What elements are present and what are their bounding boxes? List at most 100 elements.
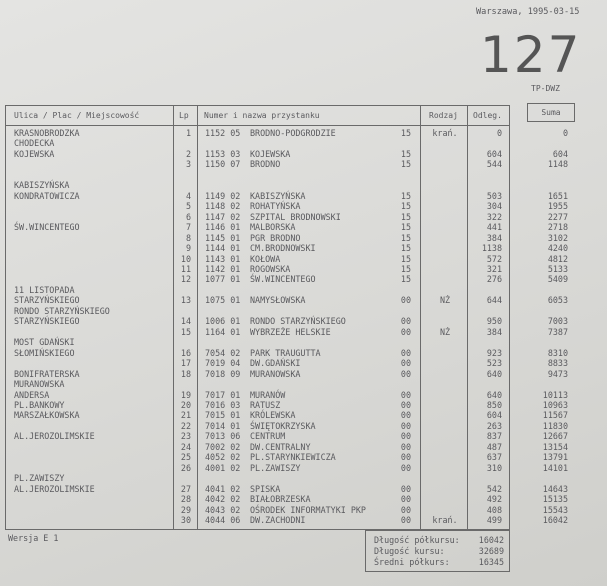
cell-name: PL.STARYNKIEWICZA [250,452,336,463]
cell-zone: 15 [400,159,411,170]
cell-lp: 9 [185,243,191,254]
cell-sum: 4240 [547,243,568,254]
cell-name: MURANÓW [250,389,286,400]
cell-sum: 2277 [547,211,568,222]
cell-zone: 00 [400,326,411,337]
cell-lp: 8 [185,232,191,243]
table-row: 11 1142 01 ROGOWSKA 15 321 5133 [0,264,600,275]
cell-zone: 00 [400,389,411,400]
header-sum: Suma [527,103,575,122]
cell-zone: 00 [400,399,411,410]
cell-zone: 00 [400,368,411,379]
cell-sum: 5409 [547,274,568,285]
table-row: 8 1145 01 PGR BRODNO 15 384 3102 [0,233,600,244]
cell-distance: 544 [486,159,502,170]
cell-number: 1146 01 [205,222,241,233]
cell-number: 7015 01 [205,410,241,421]
cell-lp: 30 [180,515,191,526]
cell-name: PARK TRAUGUTTA [250,347,321,358]
table-row: 30 4044 06 DW.ZACHODNI 00 krań. 499 16042 [0,515,600,526]
cell-distance: 950 [486,316,502,327]
cell-distance: 310 [486,462,502,473]
cell-number: 1077 01 [205,274,241,285]
cell-zone: 00 [400,420,411,431]
version-label: Wersja E 1 [8,533,59,543]
table-row: RONDO STARZYŃSKIEGO [0,306,600,317]
cell-name: PL.ZAWISZY [250,462,301,473]
cell-street: MARSZAŁKOWSKA [14,410,80,421]
cell-name: CM.BRODNOWSKI [250,243,316,254]
cell-lp: 6 [185,211,191,222]
cell-sum: 10963 [542,399,568,410]
cell-number: 1075 01 [205,295,241,306]
table-row: 11 LISTOPADA [0,285,600,296]
cell-lp: 25 [180,452,191,463]
table-row: STARZYŃSKIEGO 14 1006 01 RONDO STARZYŃSKIEG… [0,316,600,327]
route-code: TP-DWZ [531,84,560,93]
cell-sum: 604 [552,148,568,159]
cell-zone: 15 [400,232,411,243]
table-row: KABISZYŃSKA [0,180,600,191]
cell-name: BIAŁOBRZESKA [250,494,311,505]
table-row: 22 7014 01 ŚWIĘTOKRZYSKA 00 263 11830 [0,421,600,432]
cell-lp: 2 [185,148,191,159]
cell-distance: 640 [486,389,502,400]
cell-number: 1144 01 [205,243,241,254]
summary-line: Długość półkursu: 16042 [374,535,504,545]
cell-zone: 15 [400,243,411,254]
cell-lp: 16 [180,347,191,358]
cell-name: ROGOWSKA [250,263,291,274]
cell-zone: 00 [400,441,411,452]
cell-sum: 7003 [547,316,568,327]
cell-lp: 17 [180,358,191,369]
cell-lp: 15 [180,326,191,337]
cell-sum: 14643 [542,483,568,494]
table-row: SŁOMIŃSKIEGO 16 7054 02 PARK TRAUGUTTA 00 923… [0,348,600,359]
cell-street: RONDO STARZYŃSKIEGO [14,305,110,316]
table-row: 28 4042 02 BIAŁOBRZESKA 00 492 15135 [0,494,600,505]
header-distance: Odleg. [473,111,502,120]
cell-number: 1148 02 [205,201,241,212]
cell-number: 4041 02 [205,483,241,494]
cell-distance: 503 [486,190,502,201]
table-row: CHODECKA [0,138,600,149]
cell-zone: 00 [400,462,411,473]
column-divider [467,106,468,529]
cell-street: STARZYŃSKIEGO [14,295,80,306]
cell-lp: 4 [185,190,191,201]
cell-name: CENTRUM [250,431,286,442]
cell-zone: 15 [400,128,411,138]
cell-name: MALBORSKA [250,222,296,233]
summary-value: 16345 [478,557,504,567]
cell-sum: 1955 [547,201,568,212]
summary-label: Długość kursu: [374,546,445,556]
cell-number: 7016 03 [205,399,241,410]
cell-name: ŚW.WINCENTEGO [250,274,316,285]
cell-distance: 604 [486,148,502,159]
table-row: PL.BANKOWY 20 7016 03 RATUSZ 00 850 10963 [0,400,600,411]
cell-sum: 8833 [547,358,568,369]
cell-sum: 13154 [542,441,568,452]
cell-street: SŁOMIŃSKIEGO [14,347,75,358]
cell-street: KOJEWSKA [14,148,55,159]
cell-sum: 7387 [547,326,568,337]
cell-lp: 28 [180,494,191,505]
cell-number: 4052 02 [205,452,241,463]
cell-name: RATUSZ [250,399,281,410]
cell-street: KRASNOBRODZKA [14,128,80,138]
table-row: STARZYŃSKIEGO 13 1075 01 NAMYSŁOWSKA 00 NŻ 644… [0,295,600,306]
cell-lp: 3 [185,159,191,170]
table-row: 12 1077 01 ŚW.WINCENTEGO 15 276 5409 [0,274,600,285]
table-row: 24 7002 02 DW.CENTRALNY 00 487 13154 [0,442,600,453]
cell-lp: 19 [180,389,191,400]
cell-distance: 499 [486,515,502,526]
cell-distance: 523 [486,358,502,369]
cell-sum: 15543 [542,504,568,515]
cell-distance: 542 [486,483,502,494]
cell-lp: 1 [185,128,191,138]
cell-sum: 0 [562,128,568,138]
cell-sum: 11830 [542,420,568,431]
cell-street: PL.BANKOWY [14,399,65,410]
summary-label: Średni półkurs: [374,557,450,567]
table-row: KRASNOBRODZKA 1 1152 05 BRODNO-PODGRODZIE 15… [0,128,600,139]
